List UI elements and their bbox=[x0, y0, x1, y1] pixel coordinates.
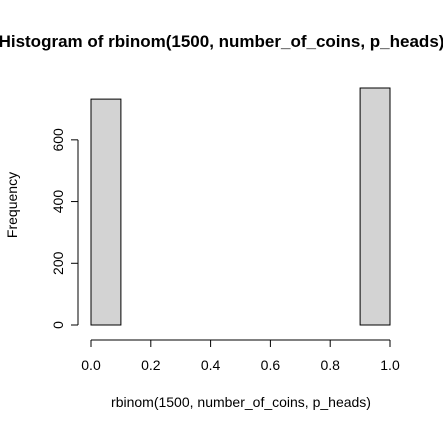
y-axis: 0 200 400 600 bbox=[50, 128, 79, 329]
x-tick-label-1: 0.2 bbox=[141, 357, 161, 373]
y-tick-label-3: 600 bbox=[50, 128, 66, 152]
y-tick-label-1: 200 bbox=[50, 251, 66, 275]
chart-title: Histogram of rbinom(1500, number_of_coin… bbox=[0, 32, 443, 51]
x-tick-label-5: 1.0 bbox=[380, 357, 400, 373]
x-axis-label: rbinom(1500, number_of_coins, p_heads) bbox=[111, 394, 371, 410]
y-axis-label: Frequency bbox=[4, 172, 20, 238]
y-tick-label-0: 0 bbox=[50, 321, 66, 329]
x-axis: 0.0 0.2 0.4 0.6 0.8 1.0 bbox=[81, 339, 400, 373]
histogram-bars bbox=[90, 87, 391, 326]
histogram-bar-0 bbox=[90, 98, 122, 326]
y-tick-label-2: 400 bbox=[50, 190, 66, 214]
x-tick-label-0: 0.0 bbox=[81, 357, 101, 373]
x-tick-label-2: 0.4 bbox=[201, 357, 221, 373]
histogram-bar-9 bbox=[359, 87, 391, 326]
x-tick-label-3: 0.6 bbox=[261, 357, 281, 373]
x-tick-label-4: 0.8 bbox=[320, 357, 340, 373]
